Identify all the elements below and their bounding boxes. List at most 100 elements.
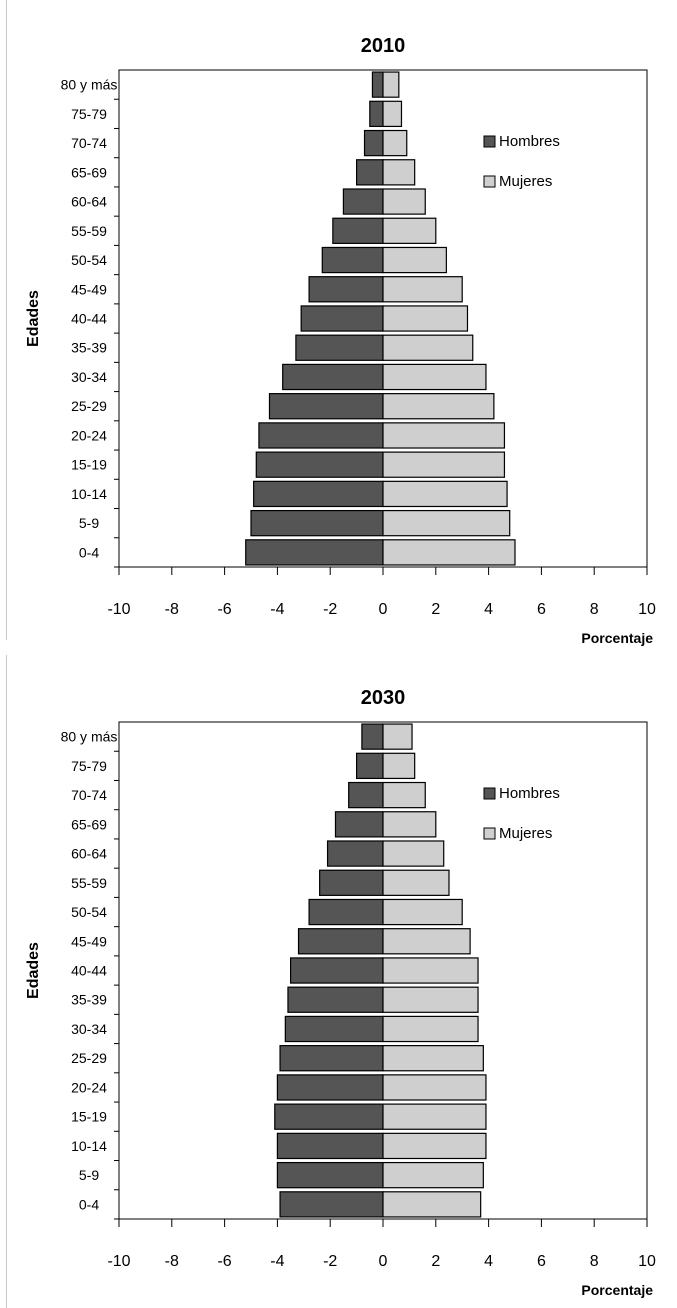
bar-mujeres-20-24 (382, 1074, 487, 1101)
bar-mujeres-15-19 (382, 451, 506, 478)
y-tick-label: 50-54 (71, 904, 107, 920)
bar-mujeres-50-54 (382, 246, 447, 274)
y-tick-label: 80 y más (61, 77, 118, 93)
bar-mujeres-10-14 (382, 1132, 487, 1160)
bar-mujeres-15-19 (382, 1103, 487, 1130)
bar-hombres-40-44 (300, 305, 384, 332)
legend-label-hombres: Hombres (499, 785, 560, 802)
y-tick-label: 15-19 (71, 1109, 107, 1125)
y-tick-label: 40-44 (71, 311, 107, 327)
legend-swatch-hombres (483, 135, 496, 148)
bar-hombres-5-9 (276, 1161, 384, 1189)
x-tick-label: -10 (107, 601, 130, 618)
x-tick-label: 4 (484, 601, 493, 618)
y-tick-label: 10-14 (71, 486, 107, 502)
y-tick-label: 25-29 (71, 398, 107, 414)
y-tick-label: 70-74 (71, 135, 107, 151)
bar-mujeres-65-69 (382, 159, 416, 186)
bar-hombres-75-79 (356, 752, 384, 780)
y-tick-label: 5-9 (79, 515, 99, 531)
y-tick-label: 70-74 (71, 787, 107, 803)
bar-hombres-40-44 (290, 957, 384, 984)
bar-hombres-10-14 (276, 1132, 384, 1160)
x-tick-label: -8 (165, 1253, 179, 1270)
x-tick-label: -6 (217, 601, 231, 618)
bar-mujeres-0-4 (382, 1191, 482, 1218)
page-edge-line (6, 655, 7, 1308)
x-axis-label: Porcentaje (581, 630, 653, 646)
y-tick-label: 35-39 (71, 992, 107, 1008)
bar-mujeres-45-49 (382, 928, 471, 955)
bar-hombres-60-64 (326, 840, 384, 867)
y-tick-label: 10-14 (71, 1138, 107, 1154)
x-tick-label: 6 (537, 1253, 546, 1270)
legend-swatch-mujeres (483, 175, 496, 188)
population-pyramid-2010: 2010 0-4 5-9 10-14 15-19 20-24 25-29 30-34 35-39… (0, 0, 677, 650)
x-tick-label: -2 (323, 1253, 337, 1270)
x-tick-label: 6 (537, 601, 546, 618)
population-pyramid-2030: 2030 0-4 5-9 10-14 15-19 20-24 25-29 30-34 35-39… (0, 652, 677, 1302)
bar-mujeres-10-14 (382, 480, 508, 508)
bar-hombres-45-49 (308, 276, 384, 303)
legend-label-hombres: Hombres (499, 133, 560, 150)
x-tick-label: -2 (323, 601, 337, 618)
y-tick-label: 35-39 (71, 340, 107, 356)
y-tick-label: 80 y más (61, 729, 118, 745)
legend-label-mujeres: Mujeres (499, 173, 552, 190)
bar-mujeres-40-44 (382, 957, 479, 984)
bar-hombres-20-24 (276, 1074, 384, 1101)
bar-mujeres-65-69 (382, 811, 437, 838)
x-tick-label: 2 (431, 1253, 440, 1270)
chart-svg: 20100-45-910-1415-1920-2425-2930-3435-39… (25, 35, 656, 646)
y-tick-label: 0-4 (79, 544, 99, 560)
y-tick-label: 40-44 (71, 963, 107, 979)
y-tick-label: 25-29 (71, 1050, 107, 1066)
bar-hombres-25-29 (268, 393, 384, 420)
bar-mujeres-55-59 (382, 869, 450, 896)
y-tick-label: 20-24 (71, 1079, 107, 1095)
bar-mujeres-75-79 (382, 100, 403, 128)
bar-hombres-60-64 (342, 188, 384, 215)
x-axis-label: Porcentaje (581, 1282, 653, 1298)
legend-label-mujeres: Mujeres (499, 825, 552, 842)
bar-mujeres-25-29 (382, 1045, 484, 1072)
bar-mujeres-60-64 (382, 188, 426, 215)
bar-hombres-70-74 (348, 781, 384, 809)
x-tick-label: -8 (165, 601, 179, 618)
x-tick-label: 10 (638, 601, 656, 618)
bar-hombres-80-y-más (371, 71, 384, 98)
y-tick-label: 65-69 (71, 816, 107, 832)
y-tick-label: 75-79 (71, 106, 107, 122)
bar-mujeres-80-y-más (382, 71, 400, 98)
x-tick-label: 8 (590, 1253, 599, 1270)
bar-mujeres-40-44 (382, 305, 469, 332)
y-tick-label: 0-4 (79, 1196, 99, 1212)
legend-swatch-hombres (483, 787, 496, 800)
y-tick-label: 65-69 (71, 164, 107, 180)
bar-hombres-20-24 (258, 422, 384, 449)
x-tick-label: 2 (431, 601, 440, 618)
x-tick-label: 4 (484, 1253, 493, 1270)
chart-title: 2030 (361, 687, 406, 709)
legend-swatch-mujeres (483, 827, 496, 840)
y-tick-label: 45-49 (71, 281, 107, 297)
bar-mujeres-30-34 (382, 363, 487, 391)
bar-mujeres-20-24 (382, 422, 506, 449)
x-tick-label: 10 (638, 1253, 656, 1270)
bar-mujeres-75-79 (382, 752, 416, 780)
bar-hombres-30-34 (284, 1015, 384, 1043)
bar-mujeres-25-29 (382, 393, 495, 420)
y-tick-label: 50-54 (71, 252, 107, 268)
x-tick-label: 0 (379, 1253, 388, 1270)
y-tick-label: 15-19 (71, 457, 107, 473)
y-tick-label: 55-59 (71, 875, 107, 891)
bar-hombres-35-39 (287, 986, 384, 1013)
bar-hombres-65-69 (356, 159, 384, 186)
y-tick-label: 75-79 (71, 758, 107, 774)
bar-hombres-50-54 (308, 898, 384, 926)
x-tick-label: -4 (270, 601, 284, 618)
bar-hombres-35-39 (295, 334, 384, 361)
bar-mujeres-50-54 (382, 898, 463, 926)
x-tick-label: 0 (379, 601, 388, 618)
y-tick-label: 30-34 (71, 1021, 107, 1037)
